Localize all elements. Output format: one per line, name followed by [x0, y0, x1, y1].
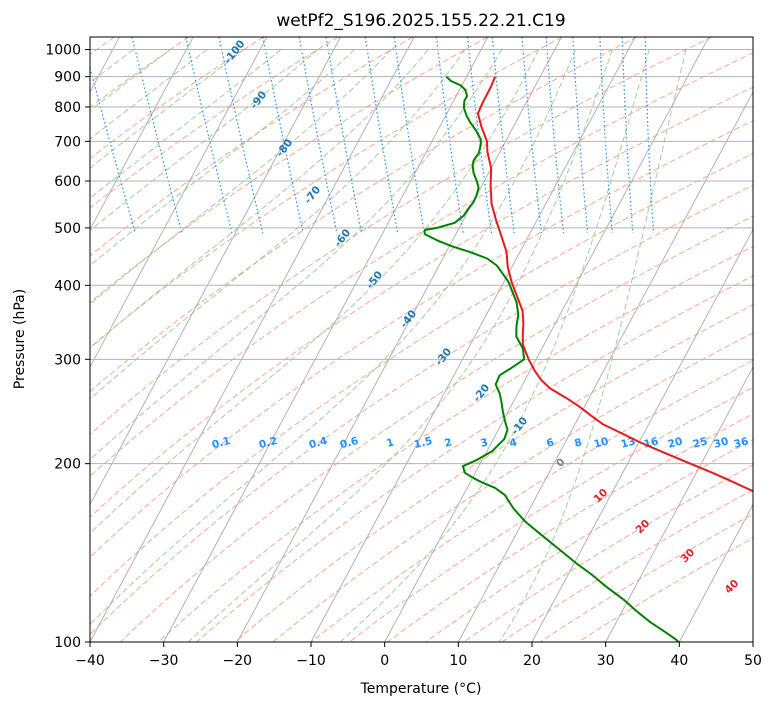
x-tick-label: 40: [670, 653, 688, 669]
y-tick-label: 800: [54, 100, 81, 116]
x-tick-label: −40: [75, 653, 105, 669]
x-tick-label: 30: [597, 653, 615, 669]
y-tick-label: 1000: [45, 43, 81, 59]
y-axis-label: Pressure (hPa): [12, 289, 28, 389]
x-tick-label: −30: [149, 653, 179, 669]
x-tick-label: 50: [744, 653, 762, 669]
y-tick-label: 500: [54, 221, 81, 237]
y-tick-label: 300: [54, 352, 81, 368]
y-tick-label: 900: [54, 70, 81, 86]
x-tick-label: 20: [523, 653, 541, 669]
y-tick-label: 200: [54, 457, 81, 473]
x-tick-label: −10: [296, 653, 326, 669]
x-tick-label: 10: [449, 653, 467, 669]
x-axis-label: Temperature (°C): [360, 681, 482, 697]
y-tick-label: 700: [54, 134, 81, 150]
y-tick-label: 600: [54, 174, 81, 190]
x-tick-label: −20: [223, 653, 253, 669]
y-tick-label: 400: [54, 278, 81, 294]
y-tick-label: 100: [54, 635, 81, 651]
x-tick-label: 0: [380, 653, 389, 669]
chart-title: wetPf2_S196.2025.155.22.21.C19: [276, 11, 565, 31]
